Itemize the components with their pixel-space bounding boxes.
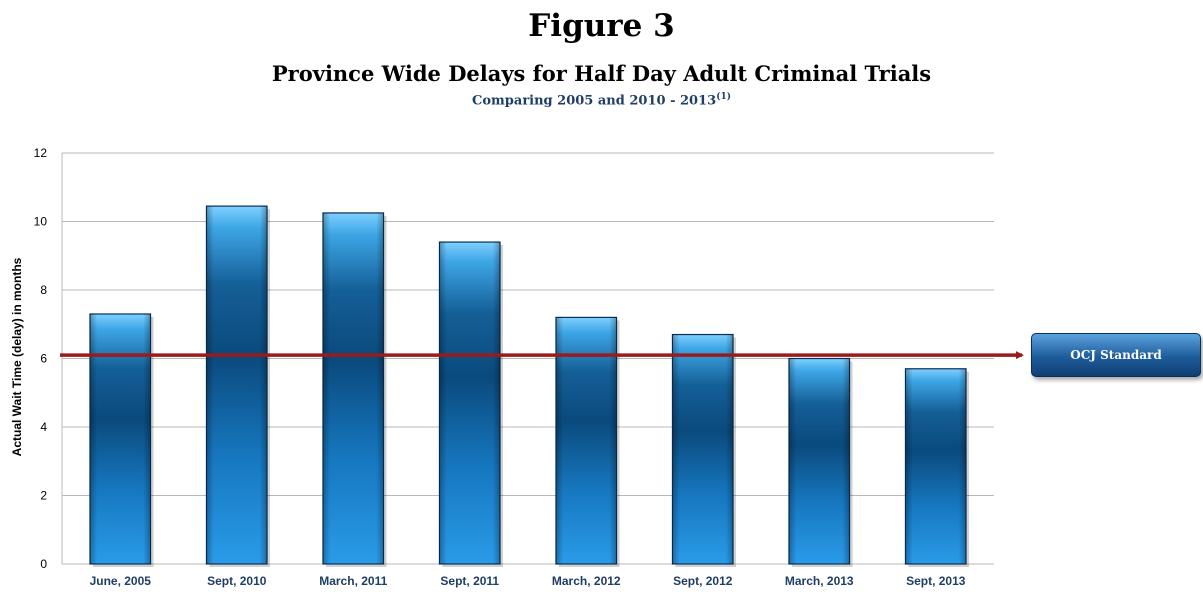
- bar: [671, 333, 737, 567]
- ocj-standard-callout: OCJ Standard: [1031, 333, 1201, 377]
- y-tick-label: 6: [40, 352, 47, 366]
- bar: [205, 205, 271, 567]
- x-tick-label: June, 2005: [90, 574, 152, 588]
- subtitle-footnote-marker: (1): [716, 92, 731, 102]
- bar: [89, 313, 154, 567]
- x-tick-label: Sept, 2010: [207, 574, 267, 588]
- x-tick-labels: June, 2005 Sept, 2010 March, 2011 Sept, 201…: [90, 574, 966, 588]
- bar-edge-shade: [89, 313, 151, 564]
- chart-title: Province Wide Delays for Half Day Adult …: [271, 61, 932, 86]
- y-tick-label: 12: [34, 146, 48, 160]
- figure-label: Figure 3: [528, 8, 675, 44]
- y-tick-label: 8: [40, 283, 47, 297]
- x-tick-label: Sept, 2012: [673, 574, 733, 588]
- bar-edge-shade: [206, 206, 268, 564]
- bar: [438, 241, 504, 568]
- bars: [89, 205, 970, 568]
- bar-edge-shade: [322, 212, 384, 564]
- bar-edge-shade: [439, 242, 501, 565]
- y-tick-labels: 0 2 4 6 8 10 12: [34, 146, 48, 571]
- ocj-standard-label: OCJ Standard: [1070, 348, 1162, 362]
- x-tick-label: March, 2012: [552, 574, 621, 588]
- gridlines: [61, 152, 994, 565]
- chart-subtitle: Comparing 2005 and 2010 - 2013(1): [0, 92, 1203, 108]
- bar: [555, 316, 620, 567]
- y-axis-label: Actual Wait Time (delay) in months: [10, 257, 24, 456]
- y-tick-label: 2: [40, 489, 47, 503]
- bar: [788, 357, 853, 567]
- bar-edge-shade: [905, 368, 967, 564]
- bar-edge-shade: [555, 317, 617, 564]
- bar-edge-shade: [788, 358, 850, 564]
- x-tick-label: March, 2013: [785, 574, 854, 588]
- x-tick-label: Sept, 2013: [906, 574, 966, 588]
- y-tick-label: 4: [40, 420, 47, 434]
- x-tick-label: Sept, 2011: [440, 574, 499, 588]
- bar-edge-shade: [672, 334, 734, 564]
- subtitle-text: Comparing 2005 and 2010 - 2013: [472, 93, 717, 109]
- bar: [904, 368, 970, 567]
- y-tick-label: 0: [40, 557, 47, 571]
- y-tick-label: 10: [34, 215, 48, 229]
- bar: [322, 212, 387, 567]
- x-tick-label: March, 2011: [319, 574, 387, 588]
